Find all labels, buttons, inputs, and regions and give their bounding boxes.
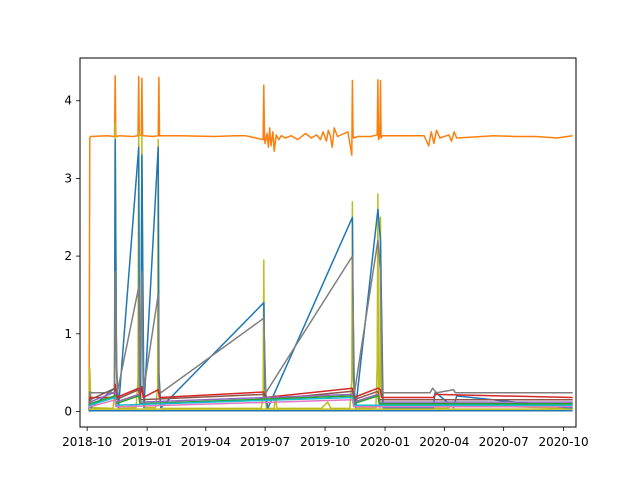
x-tick-label: 2019-04 (181, 435, 231, 449)
x-tick-label: 2020-07 (479, 435, 529, 449)
y-tick-label: 2 (64, 249, 72, 263)
y-tick-label: 1 (64, 327, 72, 341)
y-tick-label: 3 (64, 171, 72, 185)
series-line-9 (88, 399, 573, 412)
x-axis: 2018-10 2019-01 2019-04 2019-07 2019-10 2020-… (62, 427, 589, 449)
x-tick-label: 2020-04 (419, 435, 469, 449)
series-layer (88, 75, 573, 412)
x-tick-label: 2020-10 (539, 435, 589, 449)
y-tick-label: 4 (64, 94, 72, 108)
plot-frame (79, 57, 577, 428)
x-tick-label: 2018-10 (62, 435, 112, 449)
series-line-5 (88, 387, 573, 410)
series-line-3 (88, 239, 573, 410)
x-tick-label: 2020-01 (360, 435, 410, 449)
x-tick-label: 2019-07 (240, 435, 290, 449)
series-line-11 (88, 409, 573, 412)
series-line-0 (88, 75, 573, 406)
y-tick-label: 0 (64, 404, 72, 418)
y-axis: 0 1 2 3 4 (64, 94, 80, 418)
x-tick-label: 2019-01 (122, 435, 172, 449)
x-tick-label: 2019-10 (300, 435, 350, 449)
